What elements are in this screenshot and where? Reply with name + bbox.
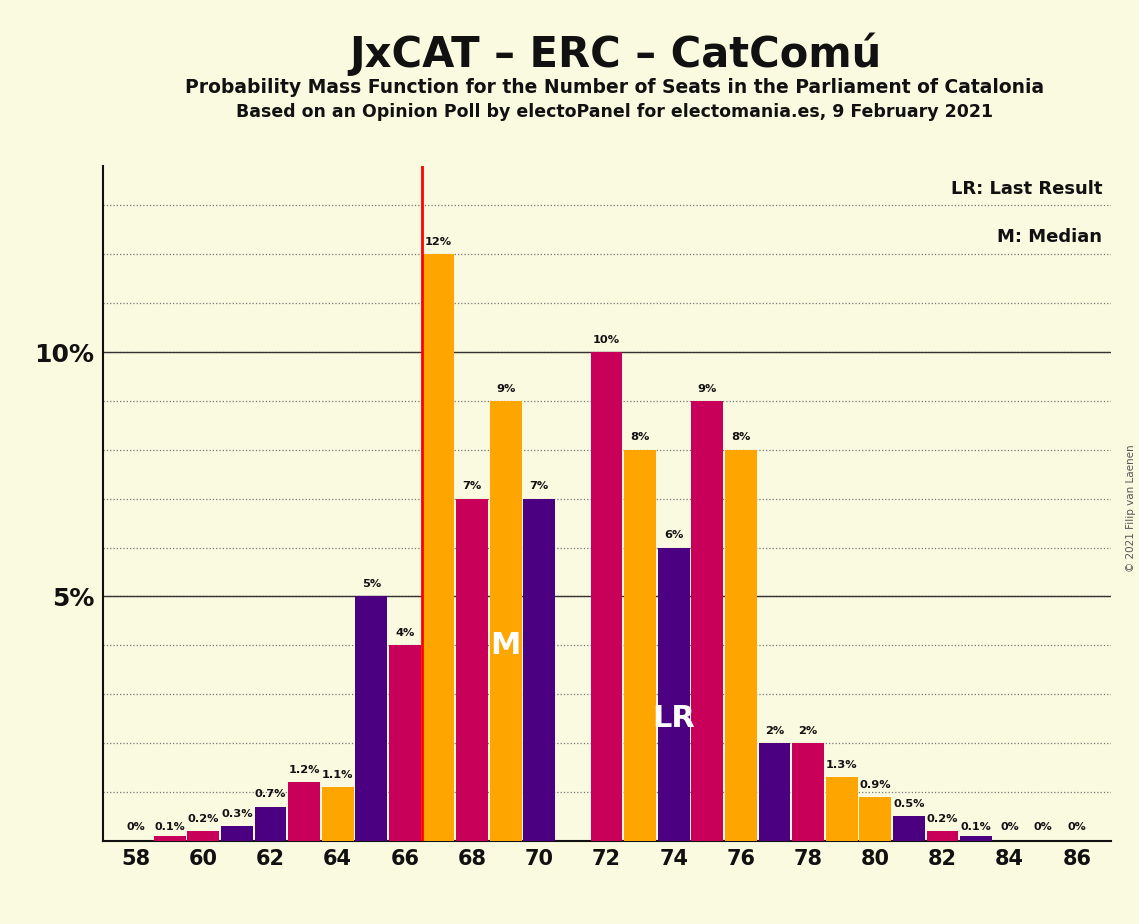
Text: Based on an Opinion Poll by electoPanel for electomania.es, 9 February 2021: Based on an Opinion Poll by electoPanel … [237,103,993,121]
Text: 1.1%: 1.1% [322,770,353,780]
Text: 0.3%: 0.3% [221,808,253,819]
Text: 8%: 8% [731,432,751,443]
Text: 2%: 2% [765,725,784,736]
Text: 0.1%: 0.1% [961,822,991,832]
Bar [590,352,623,841]
Bar [154,836,186,841]
Bar [724,450,757,841]
Text: 6%: 6% [664,530,683,541]
Bar [792,743,825,841]
Bar [859,796,892,841]
Text: 0%: 0% [1000,822,1019,832]
Text: 0.2%: 0.2% [927,814,958,823]
Text: 0.9%: 0.9% [860,780,891,789]
Text: M: M [491,631,521,660]
Text: 0%: 0% [126,822,146,832]
Text: 5%: 5% [362,579,380,590]
Bar [355,597,387,841]
Text: LR: Last Result: LR: Last Result [951,180,1103,198]
Bar [960,836,992,841]
Text: M: Median: M: Median [998,228,1103,247]
Text: 2%: 2% [798,725,818,736]
Text: 0.1%: 0.1% [155,822,185,832]
Bar [624,450,656,841]
Text: 12%: 12% [425,237,452,247]
Text: 10%: 10% [593,334,620,345]
Text: Probability Mass Function for the Number of Seats in the Parliament of Catalonia: Probability Mass Function for the Number… [186,78,1044,97]
Bar [926,831,959,841]
Bar [321,787,354,841]
Text: 8%: 8% [630,432,650,443]
Bar [657,548,690,841]
Text: 0.2%: 0.2% [188,814,219,823]
Text: JxCAT – ERC – CatComú: JxCAT – ERC – CatComú [349,32,882,76]
Text: 0.5%: 0.5% [893,799,925,809]
Text: 1.2%: 1.2% [288,765,320,775]
Bar [691,401,723,841]
Bar [187,831,220,841]
Bar [893,817,925,841]
Bar [221,826,253,841]
Text: LR: LR [653,704,695,733]
Bar [456,499,489,841]
Text: 9%: 9% [697,383,718,394]
Text: 0.7%: 0.7% [255,789,286,799]
Bar [759,743,790,841]
Text: 0%: 0% [1067,822,1087,832]
Text: 7%: 7% [530,481,549,492]
Text: 9%: 9% [495,383,516,394]
Text: 1.3%: 1.3% [826,760,858,770]
Bar [254,807,287,841]
Bar [523,499,556,841]
Bar [388,645,421,841]
Text: 0%: 0% [1034,822,1052,832]
Bar [288,783,320,841]
Bar [490,401,522,841]
Bar [423,254,454,841]
Text: © 2021 Filip van Laenen: © 2021 Filip van Laenen [1126,444,1136,572]
Text: 7%: 7% [462,481,482,492]
Text: 4%: 4% [395,628,415,638]
Bar [826,777,858,841]
